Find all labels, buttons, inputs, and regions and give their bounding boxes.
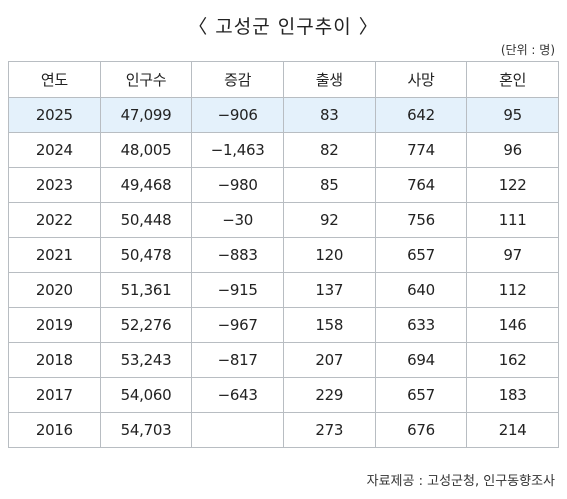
- unit-note: (단위 : 명): [500, 43, 555, 57]
- year-cell: 2025: [8, 97, 101, 133]
- deaths-cell: 633: [374, 307, 468, 343]
- deaths-cell: 657: [374, 377, 468, 413]
- deaths-cell: 640: [374, 272, 468, 308]
- change-cell: −967: [191, 307, 284, 343]
- deaths-cell: 774: [374, 132, 468, 168]
- year-cell: 2021: [8, 237, 101, 273]
- births-cell: 83: [282, 97, 376, 133]
- population-cell: 47,099: [99, 97, 193, 133]
- change-cell: −30: [191, 202, 284, 238]
- population-cell: 49,468: [99, 167, 193, 203]
- year-cell: 2023: [8, 167, 101, 203]
- year-cell: 2020: [8, 272, 101, 308]
- marriages-cell: 146: [466, 307, 559, 343]
- births-cell: 137: [282, 272, 376, 308]
- change-cell: −1,463: [191, 132, 284, 168]
- year-cell: 2019: [8, 307, 101, 343]
- column-header-year: 연도: [8, 61, 101, 98]
- marriages-cell: 112: [466, 272, 559, 308]
- marriages-cell: 183: [466, 377, 559, 413]
- table-row: 2023 49,468 −980 85 764 122: [8, 167, 559, 203]
- births-cell: 82: [282, 132, 376, 168]
- change-cell: −817: [191, 342, 284, 378]
- column-header-population: 인구수: [99, 61, 193, 98]
- population-cell: 54,703: [99, 412, 193, 448]
- marriages-cell: 162: [466, 342, 559, 378]
- deaths-cell: 764: [374, 167, 468, 203]
- deaths-cell: 642: [374, 97, 468, 133]
- marriages-cell: 96: [466, 132, 559, 168]
- table-row: 2024 48,005 −1,463 82 774 96: [8, 132, 559, 168]
- table-row: 2021 50,478 −883 120 657 97: [8, 237, 559, 273]
- change-cell: −980: [191, 167, 284, 203]
- table-title: 〈 고성군 인구추이 〉: [188, 16, 379, 38]
- column-header-deaths: 사망: [374, 61, 468, 98]
- year-cell: 2017: [8, 377, 101, 413]
- header-row: 연도 인구수 증감 출생 사망 혼인: [8, 61, 559, 98]
- table-row: 2025 47,099 −906 83 642 95: [8, 97, 559, 133]
- deaths-cell: 657: [374, 237, 468, 273]
- deaths-cell: 694: [374, 342, 468, 378]
- change-cell: −915: [191, 272, 284, 308]
- column-header-marriages: 혼인: [466, 61, 559, 98]
- marriages-cell: 95: [466, 97, 559, 133]
- population-cell: 50,448: [99, 202, 193, 238]
- marriages-cell: 97: [466, 237, 559, 273]
- table-row: 2020 51,361 −915 137 640 112: [8, 272, 559, 308]
- population-cell: 54,060: [99, 377, 193, 413]
- deaths-cell: 676: [374, 412, 468, 448]
- population-table: 연도 인구수 증감 출생 사망 혼인 2025 47,099 −906 83 642 95…: [8, 61, 559, 448]
- table-row: 2017 54,060 −643 229 657 183: [8, 377, 559, 413]
- births-cell: 85: [282, 167, 376, 203]
- change-cell: −906: [191, 97, 284, 133]
- year-cell: 2018: [8, 342, 101, 378]
- population-cell: 50,478: [99, 237, 193, 273]
- table-row: 2016 54,703 273 676 214: [8, 412, 559, 448]
- year-cell: 2022: [8, 202, 101, 238]
- population-cell: 48,005: [99, 132, 193, 168]
- marriages-cell: 122: [466, 167, 559, 203]
- change-cell: [191, 412, 284, 448]
- table-row: 2018 53,243 −817 207 694 162: [8, 342, 559, 378]
- deaths-cell: 756: [374, 202, 468, 238]
- population-cell: 52,276: [99, 307, 193, 343]
- year-cell: 2024: [8, 132, 101, 168]
- table-row: 2022 50,448 −30 92 756 111: [8, 202, 559, 238]
- table-body: 2025 47,099 −906 83 642 95 2024 48,005 −1,463 82 7…: [8, 97, 559, 448]
- year-cell: 2016: [8, 412, 101, 448]
- column-header-births: 출생: [282, 61, 376, 98]
- births-cell: 92: [282, 202, 376, 238]
- change-cell: −883: [191, 237, 284, 273]
- marriages-cell: 111: [466, 202, 559, 238]
- source-note: 자료제공 : 고성군청, 인구동향조사: [366, 474, 555, 489]
- births-cell: 158: [282, 307, 376, 343]
- births-cell: 120: [282, 237, 376, 273]
- births-cell: 229: [282, 377, 376, 413]
- births-cell: 273: [282, 412, 376, 448]
- table-row: 2019 52,276 −967 158 633 146: [8, 307, 559, 343]
- column-header-change: 증감: [191, 61, 284, 98]
- marriages-cell: 214: [466, 412, 559, 448]
- change-cell: −643: [191, 377, 284, 413]
- population-cell: 51,361: [99, 272, 193, 308]
- population-cell: 53,243: [99, 342, 193, 378]
- births-cell: 207: [282, 342, 376, 378]
